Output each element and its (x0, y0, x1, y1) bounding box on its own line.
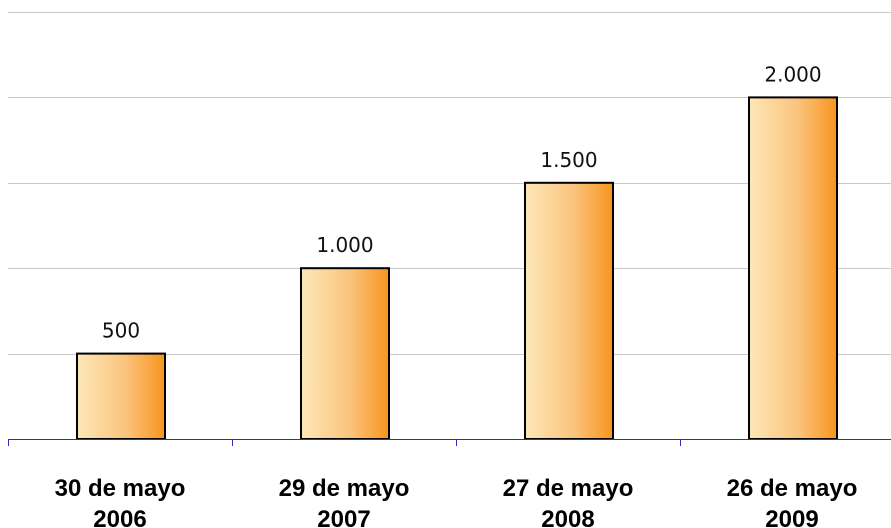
category-label-1-line-1: 2007 (317, 506, 370, 528)
data-label-0: 500 (102, 319, 140, 343)
category-label-2-line-1: 2008 (541, 506, 594, 528)
data-label-1: 1.000 (316, 233, 373, 257)
bars (76, 96, 838, 441)
category-labels: 30 de mayo 2006 29 de mayo 2007 27 de mayo 20… (55, 475, 858, 528)
x-axis (8, 439, 891, 446)
category-label-3: 26 de mayo 2009 (727, 475, 858, 528)
category-label-0-line-1: 2006 (93, 506, 146, 528)
bar-1 (300, 267, 390, 441)
bar-0 (76, 352, 166, 441)
category-label-3-line-1: 2009 (765, 506, 818, 528)
category-label-2-line-0: 27 de mayo (503, 475, 634, 502)
data-labels: 500 1.000 1.500 2.000 (102, 62, 822, 342)
gridlines (8, 12, 891, 355)
category-label-1: 29 de mayo 2007 (279, 475, 410, 528)
bar-3 (748, 96, 838, 441)
data-label-3: 2.000 (764, 62, 821, 86)
category-label-1-line-0: 29 de mayo (279, 475, 410, 502)
category-label-3-line-0: 26 de mayo (727, 475, 858, 502)
category-label-0-line-0: 30 de mayo (55, 475, 186, 502)
bar-2 (524, 181, 614, 441)
category-label-2: 27 de mayo 2008 (503, 475, 634, 528)
category-label-0: 30 de mayo 2006 (55, 475, 186, 528)
data-label-2: 1.500 (540, 148, 597, 172)
